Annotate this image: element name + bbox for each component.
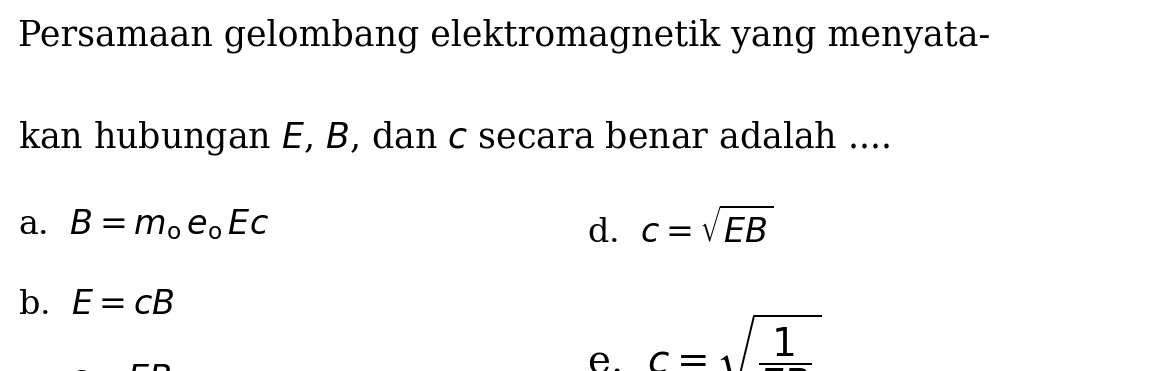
- Text: b.  $E = cB$: b. $E = cB$: [18, 289, 174, 321]
- Text: c.  $c = EB$: c. $c = EB$: [18, 364, 171, 371]
- Text: Persamaan gelombang elektromagnetik yang menyata-: Persamaan gelombang elektromagnetik yang…: [18, 19, 990, 53]
- Text: e.  $c = \sqrt{\dfrac{1}{EB}}$: e. $c = \sqrt{\dfrac{1}{EB}}$: [587, 312, 821, 371]
- Text: d.  $c = \sqrt{EB}$: d. $c = \sqrt{EB}$: [587, 208, 774, 250]
- Text: a.  $B = m_\mathrm{o}\,e_\mathrm{o}\,Ec$: a. $B = m_\mathrm{o}\,e_\mathrm{o}\,Ec$: [18, 208, 269, 243]
- Text: kan hubungan $\mathit{E}$, $\mathit{B}$, dan $\mathit{c}$ secara benar adalah ..: kan hubungan $\mathit{E}$, $\mathit{B}$,…: [18, 119, 890, 157]
